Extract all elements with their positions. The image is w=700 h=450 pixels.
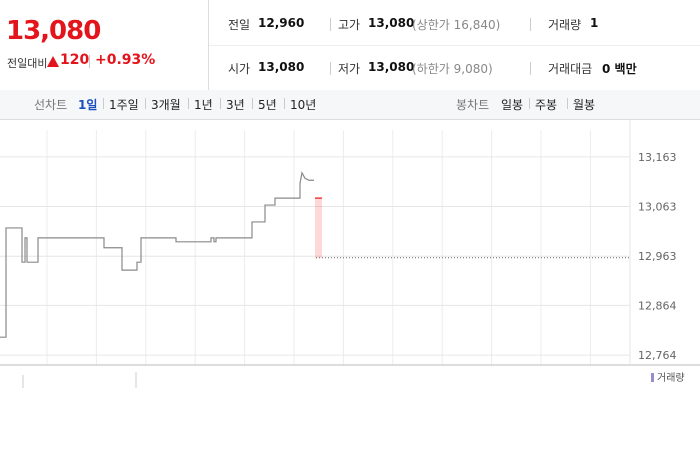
tab-separator bbox=[145, 98, 146, 109]
tab-separator bbox=[567, 98, 568, 109]
stat-value: 1 bbox=[590, 16, 599, 30]
y-tick-label: 12,963 bbox=[638, 250, 677, 263]
stat-value: 0 백만 bbox=[602, 62, 637, 76]
stat-value: 12,960 bbox=[258, 16, 305, 30]
period-tab[interactable]: 1일 bbox=[78, 98, 98, 112]
period-tab[interactable]: 10년 bbox=[290, 98, 317, 112]
stat-note: (하한가 9,080) bbox=[412, 62, 493, 76]
legend-swatch bbox=[651, 373, 654, 382]
stat-label: 시가 bbox=[228, 62, 251, 76]
y-tick-label: 12,764 bbox=[638, 349, 677, 362]
up-icon bbox=[47, 56, 59, 67]
stat-label: 저가 bbox=[338, 62, 361, 76]
legend-label: 거래량 bbox=[657, 372, 685, 384]
current-price: 13,080 bbox=[6, 16, 101, 46]
tab-separator bbox=[284, 98, 285, 109]
stat-value: 13,080 bbox=[368, 60, 415, 74]
price-line bbox=[0, 171, 314, 338]
stat-label: 고가 bbox=[338, 18, 361, 32]
candle-tab[interactable]: 월봉 bbox=[573, 98, 596, 112]
tab-separator bbox=[220, 98, 221, 109]
change-bar bbox=[315, 198, 322, 258]
candle-tab[interactable]: 주봉 bbox=[535, 98, 558, 112]
tab-separator bbox=[252, 98, 253, 109]
tab-group-label: 선차트 bbox=[34, 98, 68, 112]
tab-bar bbox=[0, 90, 700, 120]
stat-label: 거래대금 bbox=[548, 62, 593, 76]
stat-value: 13,080 bbox=[258, 60, 305, 74]
change-rate: +0.93% bbox=[95, 52, 156, 68]
y-tick-label: 13,163 bbox=[638, 151, 677, 164]
tab-group-label: 봉차트 bbox=[456, 98, 490, 112]
period-tab[interactable]: 3개월 bbox=[151, 98, 181, 112]
tab-separator bbox=[188, 98, 189, 109]
period-tab[interactable]: 3년 bbox=[226, 98, 245, 112]
y-tick-label: 12,864 bbox=[638, 299, 677, 312]
stat-label: 전일 bbox=[228, 18, 251, 32]
tab-separator bbox=[529, 98, 530, 109]
period-tab[interactable]: 1주일 bbox=[109, 98, 139, 112]
y-tick-label: 13,063 bbox=[638, 201, 677, 214]
change-label: 전일대비 bbox=[7, 57, 48, 70]
change: 120 bbox=[60, 52, 90, 68]
candle-tab[interactable]: 일봉 bbox=[501, 98, 524, 112]
period-tab[interactable]: 1년 bbox=[194, 98, 213, 112]
stat-value: 13,080 bbox=[368, 16, 415, 30]
period-tab[interactable]: 5년 bbox=[258, 98, 277, 112]
tab-separator bbox=[103, 98, 104, 109]
stat-note: (상한가 16,840) bbox=[412, 18, 501, 32]
stat-label: 거래량 bbox=[548, 18, 582, 32]
